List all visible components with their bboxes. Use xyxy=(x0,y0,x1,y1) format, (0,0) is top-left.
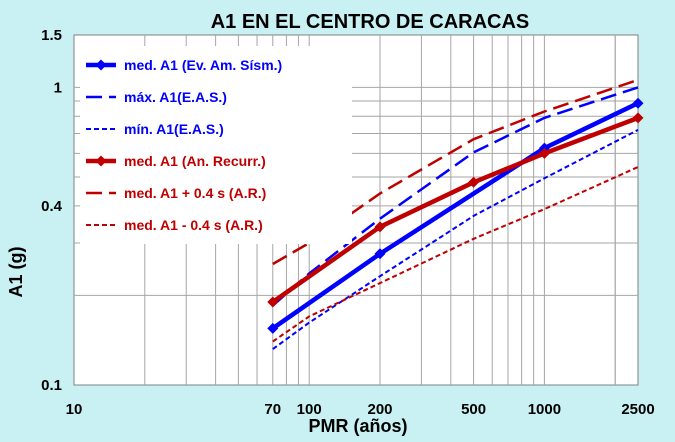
legend-label: máx. A1(E.A.S.) xyxy=(124,89,227,105)
legend-entry: med. A1 (An. Recurr.) xyxy=(86,153,266,169)
legend-entry: mín. A1(E.A.S.) xyxy=(86,121,224,137)
series-line xyxy=(272,166,639,343)
data-point-marker xyxy=(374,248,386,260)
series-line xyxy=(271,101,639,331)
legend-entry: med. A1 + 0.4 s (A.R.) xyxy=(86,185,266,201)
x-tick-label: 2500 xyxy=(621,401,654,418)
x-tick-label: 10 xyxy=(66,401,83,418)
tick-labels: 10 70 100 200 500 1000 2500 0.1 0.4 1 1.5 xyxy=(41,27,655,418)
x-axis-label: PMR (años) xyxy=(309,416,408,436)
series-line xyxy=(272,129,639,350)
series-line xyxy=(272,78,639,266)
y-axis-label: A1 (g) xyxy=(6,247,26,298)
legend-entry: med. A1 (Ev. Am. Sísm.) xyxy=(86,57,282,73)
legend-label: med. A1 (Ev. Am. Sísm.) xyxy=(124,57,282,73)
series-3 xyxy=(272,129,639,350)
y-tick-label: 1 xyxy=(54,79,62,96)
legend-entry: med. A1 - 0.4 s (A.R.) xyxy=(86,217,263,233)
x-tick-label: 500 xyxy=(461,401,486,418)
series-6 xyxy=(272,166,639,343)
chart-title: A1 EN EL CENTRO DE CARACAS xyxy=(211,11,530,33)
x-tick-label: 200 xyxy=(367,401,392,418)
legend-box xyxy=(80,46,352,244)
data-point-marker xyxy=(95,155,107,167)
data-point-marker xyxy=(538,147,550,159)
legend-label: med. A1 - 0.4 s (A.R.) xyxy=(124,217,263,233)
data-point-marker xyxy=(632,97,644,109)
y-tick-label: 0.4 xyxy=(41,198,63,215)
legend-label: med. A1 (An. Recurr.) xyxy=(124,153,266,169)
data-point-marker xyxy=(374,221,386,233)
data-point-marker xyxy=(632,112,644,124)
data-point-marker xyxy=(267,296,279,308)
legend-label: mín. A1(E.A.S.) xyxy=(124,121,224,137)
series-layer xyxy=(267,78,644,350)
legend-label: med. A1 + 0.4 s (A.R.) xyxy=(124,185,266,201)
series-4 xyxy=(267,112,644,308)
x-tick-label: 70 xyxy=(264,401,281,418)
y-tick-label: 1.5 xyxy=(41,27,62,44)
x-tick-label: 1000 xyxy=(528,401,561,418)
data-point-marker xyxy=(95,59,107,71)
legend: med. A1 (Ev. Am. Sísm.) máx. A1(E.A.S.) mí… xyxy=(86,57,282,233)
legend-entry: máx. A1(E.A.S.) xyxy=(86,89,227,105)
series-5 xyxy=(272,78,639,266)
series-2 xyxy=(271,86,639,307)
x-tick-label: 100 xyxy=(297,401,322,418)
y-tick-label: 0.1 xyxy=(41,377,62,394)
series-line xyxy=(271,86,639,307)
data-point-marker xyxy=(468,176,480,188)
data-point-marker xyxy=(267,322,279,334)
